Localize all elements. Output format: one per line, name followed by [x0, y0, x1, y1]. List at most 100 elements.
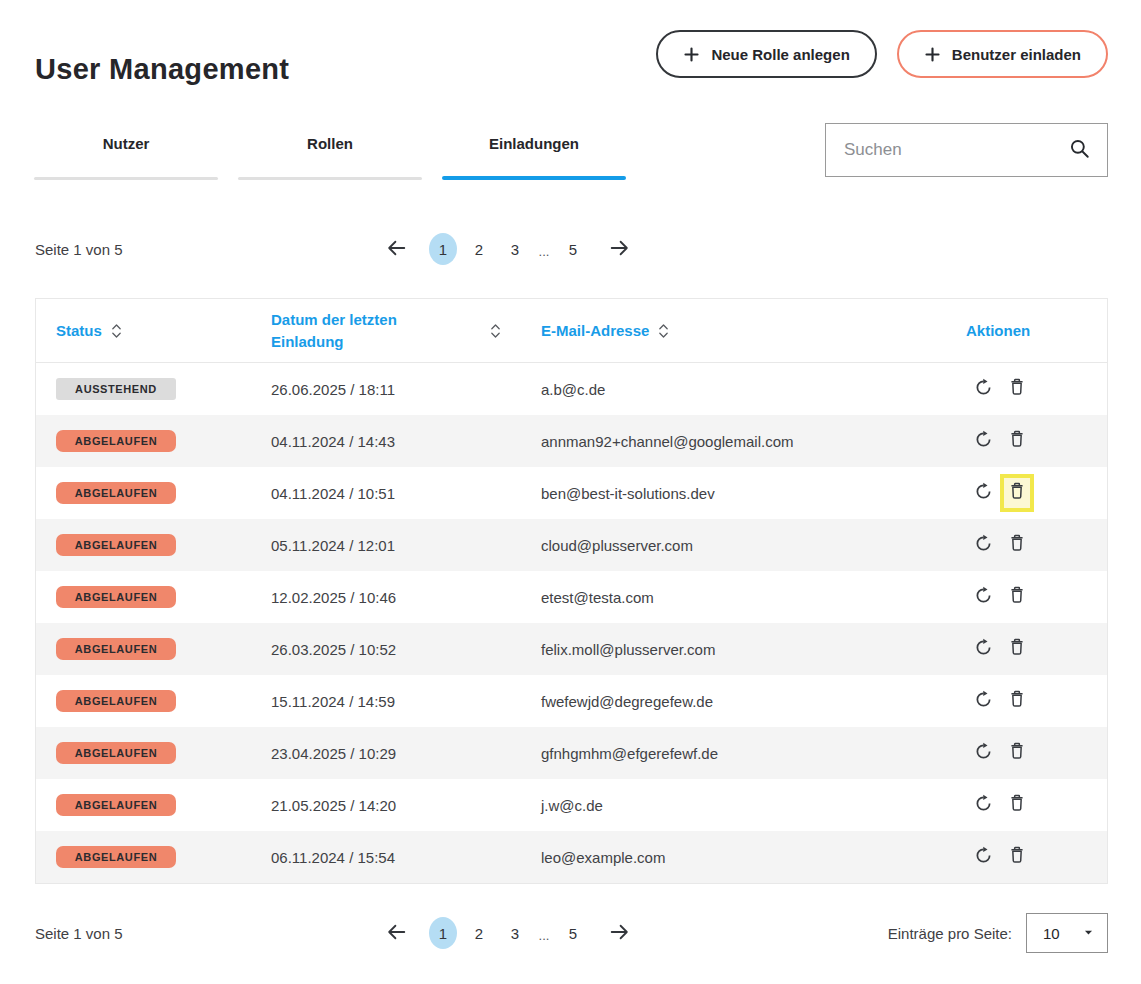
- actions-cell: [966, 578, 1107, 616]
- actions-cell: [966, 838, 1107, 876]
- pagination-page-5[interactable]: 5: [559, 917, 587, 949]
- resend-invitation-button[interactable]: [966, 838, 1000, 876]
- header-actions: Neue Rolle anlegen Benutzer einladen: [656, 30, 1108, 78]
- delete-invitation-button[interactable]: [1000, 682, 1034, 720]
- resend-invitation-button[interactable]: [966, 682, 1000, 720]
- email-address: cloud@plusserver.com: [541, 537, 966, 554]
- sort-icon[interactable]: [658, 323, 669, 339]
- refresh-icon: [973, 377, 994, 401]
- tab-einladungen[interactable]: Einladungen: [442, 134, 626, 180]
- delete-invitation-button[interactable]: [1000, 838, 1034, 876]
- next-page-button[interactable]: [605, 235, 634, 264]
- delete-invitation-button[interactable]: [1000, 786, 1034, 824]
- resend-invitation-button[interactable]: [966, 630, 1000, 668]
- column-header-date: Datum der letzten Einladung: [271, 309, 541, 353]
- pagination-bottom: Seite 1 von 5 123...5 Einträge pro Seite…: [35, 913, 1108, 953]
- tab-rollen[interactable]: Rollen: [238, 134, 422, 180]
- actions-cell: [966, 422, 1107, 460]
- status-badge: ABGELAUFEN: [56, 430, 176, 452]
- refresh-icon: [973, 429, 994, 453]
- invite-user-button[interactable]: Benutzer einladen: [897, 30, 1108, 78]
- previous-page-button[interactable]: [382, 919, 411, 948]
- tab-underline: [238, 177, 422, 180]
- caret-down-icon: [1082, 925, 1095, 942]
- delete-invitation-button[interactable]: [1000, 630, 1034, 668]
- table-row: ABGELAUFEN 04.11.2024 / 10:51 ben@best-i…: [36, 467, 1107, 519]
- delete-invitation-button[interactable]: [1000, 526, 1034, 564]
- tab-nutzer[interactable]: Nutzer: [34, 134, 218, 180]
- page-title: User Management: [35, 53, 289, 86]
- email-address: leo@example.com: [541, 849, 966, 866]
- tab-bar: Nutzer Rollen Einladungen: [34, 134, 626, 180]
- tab-underline: [442, 176, 626, 180]
- column-label: Datum der letzten Einladung: [271, 309, 421, 353]
- search-input[interactable]: [842, 139, 1066, 161]
- pagination-page-1[interactable]: 1: [429, 233, 457, 265]
- per-page-control: Einträge pro Seite: 10: [888, 913, 1108, 953]
- status-badge: AUSSTEHEND: [56, 378, 176, 400]
- next-page-button[interactable]: [605, 919, 634, 948]
- resend-invitation-button[interactable]: [966, 526, 1000, 564]
- email-address: a.b@c.de: [541, 381, 966, 398]
- resend-invitation-button[interactable]: [966, 370, 1000, 408]
- resend-invitation-button[interactable]: [966, 578, 1000, 616]
- pagination-page-2[interactable]: 2: [465, 917, 493, 949]
- per-page-value: 10: [1043, 925, 1060, 942]
- refresh-icon: [973, 741, 994, 765]
- status-cell: ABGELAUFEN: [56, 534, 271, 556]
- new-role-button-label: Neue Rolle anlegen: [711, 46, 849, 63]
- sort-icon[interactable]: [490, 323, 501, 339]
- resend-invitation-button[interactable]: [966, 786, 1000, 824]
- tab-label: Rollen: [238, 134, 422, 154]
- resend-invitation-button[interactable]: [966, 474, 1000, 512]
- pagination-page-2[interactable]: 2: [465, 233, 493, 265]
- email-address: annman92+channel@googlemail.com: [541, 433, 966, 450]
- actions-cell: [966, 630, 1107, 668]
- delete-invitation-button[interactable]: [1000, 474, 1034, 512]
- table-row: ABGELAUFEN 04.11.2024 / 14:43 annman92+c…: [36, 415, 1107, 467]
- delete-invitation-button[interactable]: [1000, 370, 1034, 408]
- plus-icon: [683, 46, 700, 63]
- status-badge: ABGELAUFEN: [56, 534, 176, 556]
- pagination-page-5[interactable]: 5: [559, 233, 587, 265]
- trash-icon: [1007, 637, 1027, 661]
- resend-invitation-button[interactable]: [966, 734, 1000, 772]
- table-row: ABGELAUFEN 05.11.2024 / 12:01 cloud@plus…: [36, 519, 1107, 571]
- new-role-button[interactable]: Neue Rolle anlegen: [656, 30, 876, 78]
- pagination-page-3[interactable]: 3: [501, 917, 529, 949]
- trash-icon: [1007, 845, 1027, 869]
- arrow-left-icon: [384, 921, 409, 946]
- email-address: fwefewjd@degregefew.de: [541, 693, 966, 710]
- search-button[interactable]: [1066, 135, 1093, 165]
- column-label: Aktionen: [966, 320, 1030, 342]
- previous-page-button[interactable]: [382, 235, 411, 264]
- status-badge: ABGELAUFEN: [56, 482, 176, 504]
- trash-icon: [1007, 533, 1027, 557]
- delete-invitation-button[interactable]: [1000, 422, 1034, 460]
- actions-cell: [966, 734, 1107, 772]
- column-label: Status: [56, 320, 102, 342]
- pager: 123...5: [382, 917, 634, 949]
- trash-icon: [1007, 481, 1027, 505]
- refresh-icon: [973, 533, 994, 557]
- delete-invitation-button[interactable]: [1000, 734, 1034, 772]
- page-list: 123...5: [429, 917, 587, 949]
- pagination-page-3[interactable]: 3: [501, 233, 529, 265]
- status-badge: ABGELAUFEN: [56, 794, 176, 816]
- table-row: ABGELAUFEN 21.05.2025 / 14:20 j.w@c.de: [36, 779, 1107, 831]
- pagination-page-1[interactable]: 1: [429, 917, 457, 949]
- status-cell: AUSSTEHEND: [56, 378, 271, 400]
- tab-underline: [34, 177, 218, 180]
- last-invitation-date: 15.11.2024 / 14:59: [271, 693, 541, 710]
- per-page-select[interactable]: 10: [1026, 913, 1108, 953]
- trash-icon: [1007, 377, 1027, 401]
- trash-icon: [1007, 689, 1027, 713]
- invite-user-button-label: Benutzer einladen: [952, 46, 1081, 63]
- sort-icon[interactable]: [111, 323, 122, 339]
- status-cell: ABGELAUFEN: [56, 794, 271, 816]
- refresh-icon: [973, 481, 994, 505]
- resend-invitation-button[interactable]: [966, 422, 1000, 460]
- last-invitation-date: 26.06.2025 / 18:11: [271, 381, 541, 398]
- last-invitation-date: 23.04.2025 / 10:29: [271, 745, 541, 762]
- delete-invitation-button[interactable]: [1000, 578, 1034, 616]
